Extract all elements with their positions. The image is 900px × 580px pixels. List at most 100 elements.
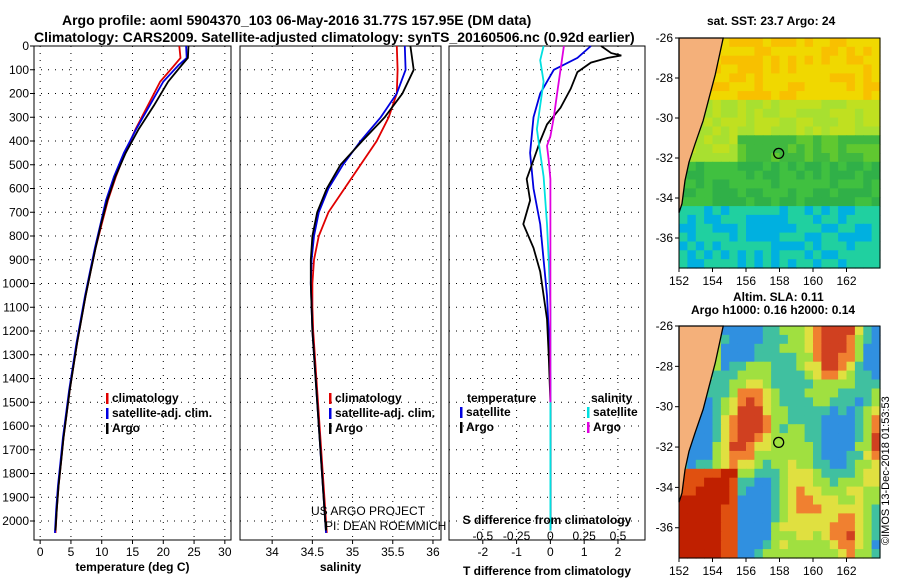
map-cell bbox=[829, 250, 839, 260]
legend-swatch bbox=[587, 407, 590, 418]
map-y-tick-label: -34 bbox=[656, 480, 674, 494]
x-tick-label: 30 bbox=[218, 545, 232, 559]
map-cell bbox=[838, 135, 848, 145]
map-cell bbox=[829, 468, 839, 479]
map-cell bbox=[846, 197, 856, 207]
map-cell bbox=[720, 38, 730, 48]
map-cell bbox=[720, 241, 730, 251]
map-cell bbox=[854, 442, 864, 452]
map-cell bbox=[704, 486, 714, 497]
series-line-argo bbox=[54, 45, 190, 531]
map-cell bbox=[737, 223, 747, 234]
map-cell bbox=[804, 334, 814, 345]
map-cell bbox=[779, 477, 789, 488]
map-cell bbox=[787, 522, 797, 532]
map-cell bbox=[771, 250, 781, 260]
y-tick-label: 300 bbox=[9, 110, 29, 124]
map-cell bbox=[779, 38, 789, 48]
map-cell bbox=[712, 179, 722, 189]
map-cell bbox=[796, 170, 806, 181]
map-cell bbox=[779, 379, 789, 389]
map-cell bbox=[804, 504, 814, 514]
map-cell bbox=[813, 370, 822, 381]
map-cell bbox=[821, 370, 831, 381]
x-tick-label: 0 bbox=[37, 545, 44, 559]
map-cell bbox=[804, 450, 814, 461]
x-tick-label: 5 bbox=[68, 545, 75, 559]
map-cell bbox=[863, 388, 873, 398]
map-cell bbox=[679, 259, 688, 269]
x2-axis-label: S difference from climatology bbox=[463, 513, 632, 527]
map-cell bbox=[729, 522, 739, 532]
map-cell bbox=[796, 38, 806, 48]
map-cell bbox=[712, 117, 722, 127]
map-cell bbox=[871, 433, 881, 443]
map-y-tick-label: -30 bbox=[656, 400, 674, 414]
map-cell bbox=[846, 223, 856, 234]
legend-label: satellite-adj. clim. bbox=[112, 406, 212, 420]
map-cell bbox=[712, 126, 722, 136]
map-cell bbox=[754, 197, 764, 207]
map-cell bbox=[871, 250, 881, 260]
map-cell bbox=[712, 161, 722, 172]
map-cell bbox=[771, 108, 781, 119]
map-cell bbox=[779, 223, 789, 234]
map-cell bbox=[695, 513, 705, 523]
map-cell bbox=[754, 179, 764, 189]
map-cell bbox=[838, 495, 848, 505]
map-cell bbox=[846, 352, 856, 363]
map-cell bbox=[771, 241, 781, 251]
map-cell bbox=[737, 468, 747, 479]
map-cell bbox=[787, 352, 797, 363]
map-cell bbox=[737, 388, 747, 398]
map-cell bbox=[871, 531, 881, 541]
legend-label: Argo bbox=[466, 420, 494, 434]
map-cell bbox=[813, 64, 822, 74]
map-cell bbox=[779, 135, 789, 145]
map-cell bbox=[854, 38, 864, 48]
map-cell bbox=[754, 388, 764, 398]
map-cell bbox=[863, 370, 873, 381]
map-cell bbox=[863, 459, 873, 470]
map-cell bbox=[838, 522, 848, 532]
map-cell bbox=[854, 179, 864, 189]
map-cell bbox=[829, 259, 839, 269]
y-tick-label: 1100 bbox=[3, 300, 29, 314]
map-x-tick-label: 156 bbox=[736, 564, 756, 578]
map-cell bbox=[695, 197, 705, 207]
map-cell bbox=[771, 188, 781, 198]
map-cell bbox=[846, 334, 856, 345]
map-cell bbox=[813, 352, 822, 363]
map-cell bbox=[720, 73, 730, 83]
map-cell bbox=[779, 370, 789, 381]
map-cell bbox=[712, 504, 722, 514]
map-cell bbox=[754, 433, 764, 443]
map-cell bbox=[787, 38, 797, 48]
map-cell bbox=[779, 259, 789, 269]
legend-label: satellite bbox=[593, 405, 638, 419]
map-cell bbox=[838, 415, 848, 425]
map-cell bbox=[796, 326, 806, 336]
map-cell bbox=[787, 486, 797, 497]
map-cell bbox=[771, 513, 781, 523]
map-cell bbox=[779, 179, 789, 189]
map-cell bbox=[687, 153, 697, 163]
map-cell bbox=[746, 406, 755, 416]
map-cell bbox=[829, 477, 839, 488]
map-cell bbox=[737, 504, 747, 514]
map-cell bbox=[829, 73, 839, 83]
x-tick-label: 2 bbox=[615, 545, 622, 559]
map-cell bbox=[754, 99, 764, 110]
map-cell bbox=[871, 468, 881, 479]
map-cell bbox=[796, 91, 806, 101]
y-tick-label: 200 bbox=[9, 87, 29, 101]
sla-map-title2: Argo h1000: 0.16 h2000: 0.14 bbox=[691, 303, 856, 317]
map-cell bbox=[846, 259, 856, 269]
map-cell bbox=[771, 126, 781, 136]
map-cell bbox=[754, 522, 764, 532]
map-cell bbox=[854, 406, 864, 416]
map-cell bbox=[679, 513, 688, 523]
map-cell bbox=[779, 108, 789, 119]
map-cell bbox=[771, 99, 781, 110]
map-cell bbox=[846, 126, 856, 136]
